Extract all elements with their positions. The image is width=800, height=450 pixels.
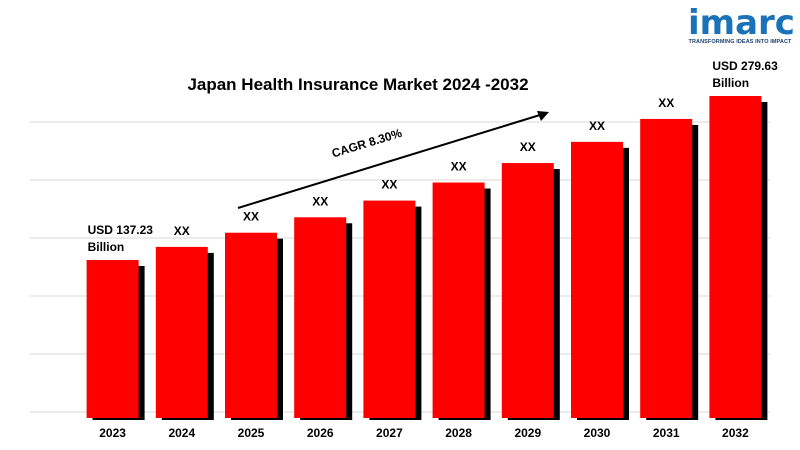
data-label-2027: XX [381, 178, 397, 192]
data-label-2026: XX [312, 194, 328, 208]
bar-2026 [294, 217, 347, 418]
x-tick-label-2026: 2026 [307, 426, 334, 440]
x-tick-label-2025: 2025 [238, 426, 265, 440]
x-tick-label-2031: 2031 [653, 426, 680, 440]
data-label-2031: XX [658, 96, 674, 110]
x-tick-label-2032: 2032 [722, 426, 749, 440]
cagr-arrow-line [237, 114, 541, 209]
bar-2025 [225, 232, 277, 418]
data-label-2023: USD 137.23 Billion [88, 223, 154, 254]
data-label-2029: XX [520, 140, 536, 154]
bar-2029 [501, 163, 554, 418]
data-label-2030: XX [589, 119, 605, 133]
data-label-2024: XX [174, 224, 190, 238]
cagr-arrow-head [537, 111, 549, 121]
x-tick-label-2028: 2028 [445, 426, 472, 440]
x-tick-label-2024: 2024 [168, 426, 195, 440]
x-tick-label-2023: 2023 [99, 426, 126, 440]
data-label-2028: XX [451, 160, 467, 174]
bar-2031 [640, 118, 693, 418]
bar-2027 [363, 200, 416, 418]
x-tick-label-2027: 2027 [376, 426, 403, 440]
data-label-2025: XX [243, 210, 259, 224]
logo-wordmark: imarc [688, 3, 795, 43]
bar-2024 [155, 246, 208, 418]
x-tick-label-2029: 2029 [514, 426, 541, 440]
x-tick-label-2030: 2030 [584, 426, 611, 440]
bar-2032 [709, 96, 762, 418]
cagr-annotation: CAGR 8.30% [330, 126, 404, 161]
logo-tagline: TRANSFORMING IDEAS INTO IMPACT [688, 39, 792, 45]
bar-2023 [86, 259, 139, 418]
imarc-logo: imarc TRANSFORMING IDEAS INTO IMPACT [688, 3, 795, 45]
bar-2030 [571, 141, 623, 418]
logo-text: imarc [688, 3, 795, 43]
data-label-2032: USD 279.63 Billion [712, 59, 778, 90]
chart-title: Japan Health Insurance Market 2024 -2032 [187, 75, 528, 94]
bar-2028 [432, 182, 485, 418]
